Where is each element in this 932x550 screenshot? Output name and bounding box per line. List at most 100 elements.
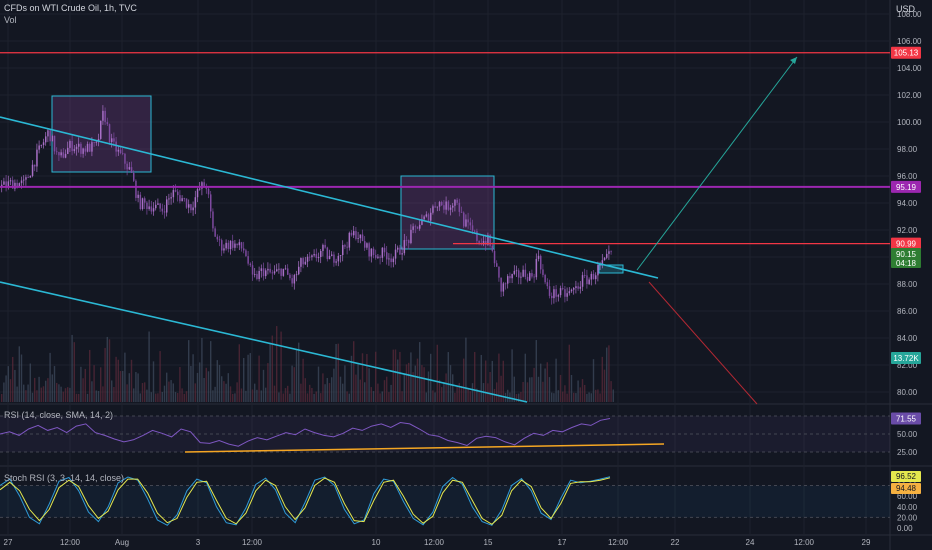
time-axis[interactable]: 27 12:00 Aug 3 12:00 10 12:00 15 17 12:00 22 24 12:0… xyxy=(4,538,871,547)
candle-body xyxy=(531,273,533,277)
volume-bar xyxy=(546,362,548,402)
volume-bar xyxy=(531,377,533,402)
candle-body xyxy=(515,270,518,272)
price-tick-label: 82.00 xyxy=(897,361,918,370)
candle-body xyxy=(485,241,487,245)
volume-bar xyxy=(335,344,337,402)
volume-bar xyxy=(350,355,353,402)
candle-body xyxy=(601,260,604,265)
volume-bar xyxy=(251,389,254,402)
volume-bar xyxy=(513,376,515,402)
candle-body xyxy=(353,231,355,236)
candle-body xyxy=(64,153,67,158)
volume-bar xyxy=(295,349,298,402)
volume-bar xyxy=(212,390,214,402)
level-badge-label: 95.19 xyxy=(896,183,917,192)
candle-body xyxy=(394,249,397,259)
rsi-tick-label: 25.00 xyxy=(897,448,918,457)
candle-body xyxy=(238,242,241,246)
volume-bar xyxy=(412,372,414,402)
volume-bar xyxy=(306,393,309,402)
volume-bar xyxy=(377,383,379,402)
candle-body xyxy=(449,207,452,210)
volume-bar xyxy=(203,377,205,402)
volume-bar xyxy=(260,390,262,402)
candle-body xyxy=(49,130,51,142)
candle-body xyxy=(419,224,421,229)
volume-bar xyxy=(568,344,570,402)
volume-bar xyxy=(612,389,614,402)
volume-bar xyxy=(188,340,190,402)
volume-bar xyxy=(135,372,137,402)
volume-bar xyxy=(562,391,564,402)
candle-body xyxy=(170,197,172,199)
volume-bar xyxy=(144,382,146,402)
candle-body xyxy=(225,242,227,249)
candle-body xyxy=(207,188,210,195)
candle-body xyxy=(210,194,212,212)
candle-body xyxy=(260,268,263,271)
volume-bar xyxy=(452,374,454,402)
volume-bar xyxy=(603,369,606,402)
volume-bar xyxy=(177,393,179,402)
volume-label: Vol xyxy=(4,15,17,25)
candle-body xyxy=(458,202,461,212)
price-candles xyxy=(1,105,612,305)
candle-body xyxy=(5,181,7,187)
price-tick-label: 100.00 xyxy=(897,118,922,127)
candle-body xyxy=(388,258,390,260)
volume-bar xyxy=(179,367,181,402)
candle-body xyxy=(300,258,302,267)
volume-bar xyxy=(460,385,463,402)
volume-bar xyxy=(130,359,133,402)
candle-body xyxy=(91,142,93,152)
volume-bar xyxy=(172,383,174,402)
candle-body xyxy=(82,148,84,154)
candle-body xyxy=(504,283,507,285)
volume-bar xyxy=(128,373,130,402)
volume-bar xyxy=(480,354,482,402)
candle-body xyxy=(566,293,568,297)
volume-bar xyxy=(353,341,355,402)
volume-bar xyxy=(311,387,313,402)
volume-bar xyxy=(542,381,544,402)
volume-bar xyxy=(471,383,474,402)
bullish-projection-line xyxy=(636,56,798,271)
volume-bar xyxy=(610,381,612,402)
volume-bar xyxy=(201,337,203,402)
candle-body xyxy=(603,257,606,261)
volume-badge xyxy=(891,352,921,364)
candle-body xyxy=(465,219,467,227)
price-axis[interactable]: 80.0082.0084.0086.0088.0090.0092.0094.00… xyxy=(891,10,922,397)
candle-body xyxy=(229,240,232,250)
candle-body xyxy=(113,138,115,142)
volume-bar xyxy=(397,359,399,402)
candle-body xyxy=(86,143,89,152)
highlight-box xyxy=(400,175,495,250)
candle-body xyxy=(144,198,146,203)
volume-bar xyxy=(148,331,150,402)
volume-bar xyxy=(456,386,458,402)
candle-body xyxy=(573,288,575,290)
candle-body xyxy=(108,124,111,142)
bearish-projection-line xyxy=(648,281,758,405)
volume-bar xyxy=(205,367,207,402)
candle-body xyxy=(452,205,454,208)
volume-bar xyxy=(95,390,97,402)
stoch-tick-label: 40.00 xyxy=(897,503,918,512)
candle-body xyxy=(590,273,593,280)
volume-bar xyxy=(284,388,287,402)
candle-body xyxy=(62,152,65,158)
volume-bar xyxy=(485,360,487,402)
volume-bar xyxy=(474,352,476,402)
candle-body xyxy=(366,243,368,248)
candle-body xyxy=(152,208,155,212)
volume-bar xyxy=(328,383,331,402)
volume-bar xyxy=(333,368,335,402)
candle-body xyxy=(423,216,425,220)
volume-bar xyxy=(234,393,236,402)
candle-body xyxy=(529,273,531,281)
time-tick-label: 29 xyxy=(862,538,871,547)
